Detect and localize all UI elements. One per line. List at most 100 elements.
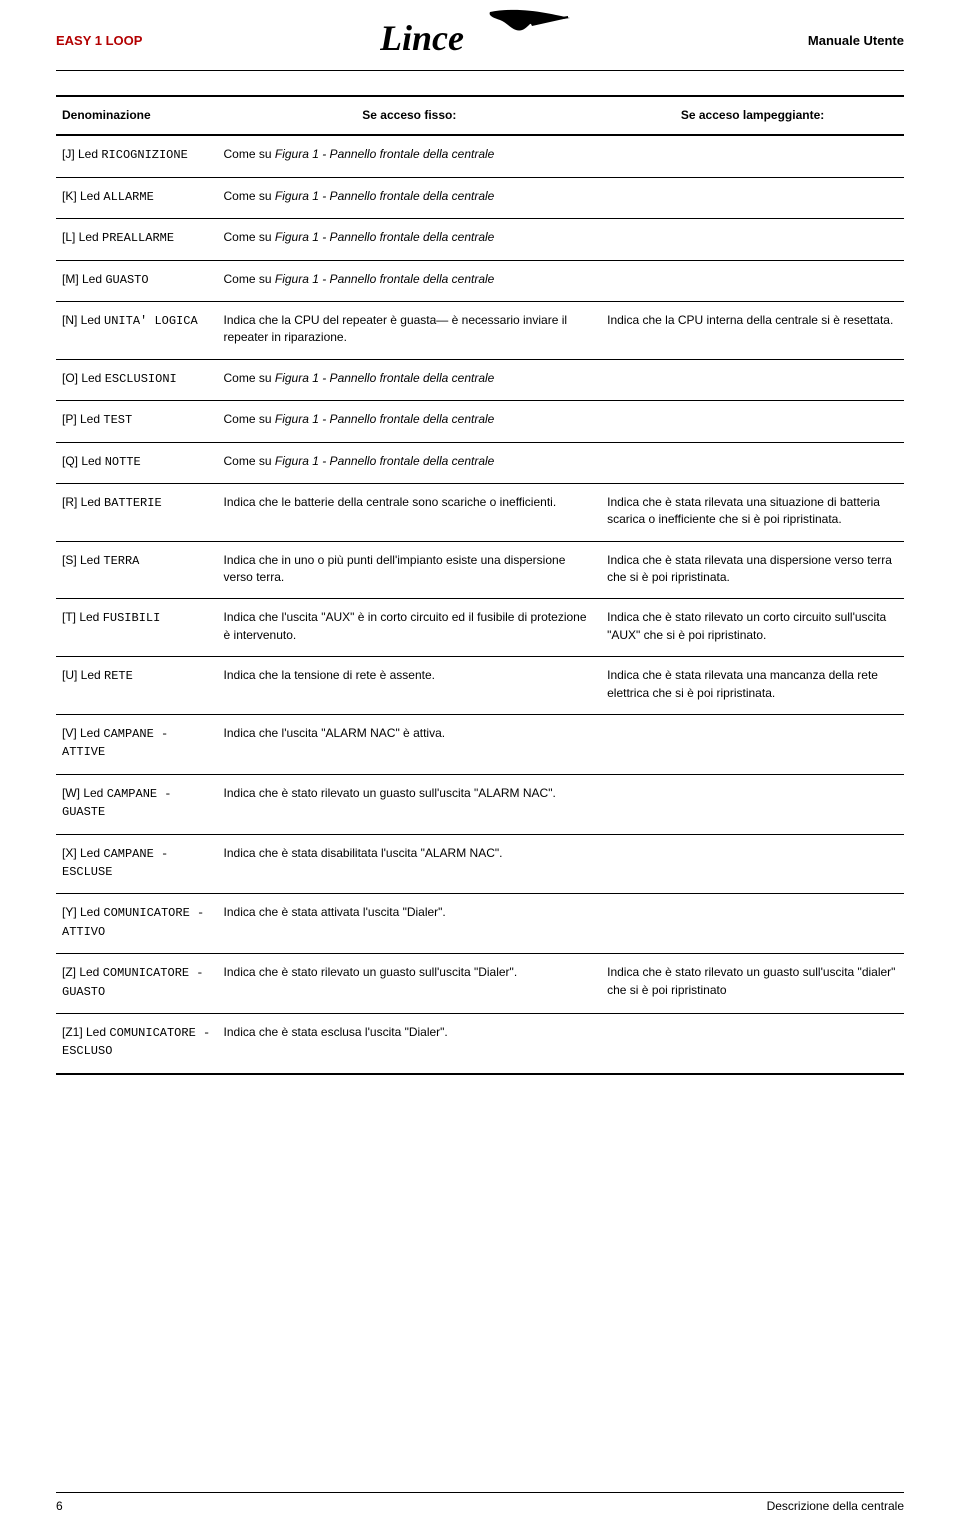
fixed-text-italic: Figura 1 - Pannello frontale della centr…	[275, 147, 494, 161]
cell-fixed: Indica che l'uscita "AUX" è in corto cir…	[218, 599, 602, 657]
fixed-text: Indica che è stata attivata l'uscita "Di…	[224, 905, 446, 919]
fixed-text-italic: Figura 1 - Pannello frontale della centr…	[275, 230, 494, 244]
cell-fixed: Come su Figura 1 - Pannello frontale del…	[218, 260, 602, 301]
cell-blink: Indica che è stato rilevato un guasto su…	[601, 954, 904, 1014]
col-header-denom: Denominazione	[56, 96, 218, 135]
denom-prefix: [U] Led	[62, 668, 104, 682]
col-header-fixed: Se acceso fisso:	[218, 96, 602, 135]
fixed-text: Indica che l'uscita "ALARM NAC" è attiva…	[224, 726, 446, 740]
cell-fixed: Come su Figura 1 - Pannello frontale del…	[218, 401, 602, 442]
denom-prefix: [T] Led	[62, 610, 103, 624]
cell-blink	[601, 219, 904, 260]
cell-fixed: Come su Figura 1 - Pannello frontale del…	[218, 442, 602, 483]
cell-fixed: Come su Figura 1 - Pannello frontale del…	[218, 135, 602, 177]
cell-blink: Indica che è stato rilevato un corto cir…	[601, 599, 904, 657]
denom-prefix: [Z] Led	[62, 965, 103, 979]
table-row: [Q] Led NOTTECome su Figura 1 - Pannello…	[56, 442, 904, 483]
fixed-text: Indica che le batterie della centrale so…	[224, 495, 557, 509]
table-row: [K] Led ALLARMECome su Figura 1 - Pannel…	[56, 177, 904, 218]
denom-prefix: [K] Led	[62, 189, 103, 203]
cell-fixed: Indica che è stata attivata l'uscita "Di…	[218, 894, 602, 954]
denom-prefix: [S] Led	[62, 553, 103, 567]
table-row: [Z] Led COMUNICATORE - GUASTO Indica che …	[56, 954, 904, 1014]
cell-fixed: Come su Figura 1 - Pannello frontale del…	[218, 359, 602, 400]
blink-text: Indica che la CPU interna della centrale…	[607, 313, 893, 327]
table-row: [N] Led UNITA' LOGICAIndica che la CPU d…	[56, 301, 904, 359]
header-divider	[56, 70, 904, 71]
denom-code: PREALLARME	[102, 231, 174, 245]
fixed-text: Indica che è stata esclusa l'uscita "Dia…	[224, 1025, 448, 1039]
fixed-text-italic: Figura 1 - Pannello frontale della centr…	[275, 454, 494, 468]
cell-fixed: Indica che è stato rilevato un guasto su…	[218, 954, 602, 1014]
table-header-row: Denominazione Se acceso fisso: Se acceso…	[56, 96, 904, 135]
denom-prefix: [V] Led	[62, 726, 103, 740]
denom-prefix: [J] Led	[62, 147, 101, 161]
header-title-right: Manuale Utente	[808, 33, 904, 48]
denom-code: TERRA	[103, 554, 139, 568]
cell-blink: Indica che è stata rilevata una mancanza…	[601, 657, 904, 715]
fixed-text: Indica che è stato rilevato un guasto su…	[224, 965, 518, 979]
fixed-text-italic: Figura 1 - Pannello frontale della centr…	[275, 412, 494, 426]
denom-code: FUSIBILI	[103, 611, 161, 625]
fixed-text: Indica che l'uscita "AUX" è in corto cir…	[224, 610, 587, 641]
footer-section: Descrizione della centrale	[767, 1499, 904, 1513]
table-row: [U] Led RETE Indica che la tensione di re…	[56, 657, 904, 715]
page-header: EASY 1 LOOP Lince Manuale Utente	[56, 16, 904, 64]
fixed-text: Indica che è stata disabilitata l'uscita…	[224, 846, 503, 860]
denom-code: TEST	[103, 413, 132, 427]
cell-blink	[601, 135, 904, 177]
denom-prefix: [O] Led	[62, 371, 105, 385]
table-row: [Z1] Led COMUNICATORE - ESCLUSO Indica ch…	[56, 1013, 904, 1073]
cell-fixed: Indica che è stata esclusa l'uscita "Dia…	[218, 1013, 602, 1073]
fixed-text: Indica che la tensione di rete è assente…	[224, 668, 435, 682]
cell-blink	[601, 359, 904, 400]
fixed-text-italic: Figura 1 - Pannello frontale della centr…	[275, 272, 494, 286]
table-row: [M] Led GUASTOCome su Figura 1 - Pannell…	[56, 260, 904, 301]
cell-fixed: Come su Figura 1 - Pannello frontale del…	[218, 177, 602, 218]
fixed-text-lead: Come su	[224, 189, 275, 203]
table-row: [L] Led PREALLARME Come su Figura 1 - Pan…	[56, 219, 904, 260]
blink-text: Indica che è stato rilevato un corto cir…	[607, 610, 886, 641]
cell-blink	[601, 715, 904, 775]
cell-denom: [U] Led RETE	[56, 657, 218, 715]
cell-fixed: Indica che è stato rilevato un guasto su…	[218, 774, 602, 834]
denom-prefix: [R] Led	[62, 495, 104, 509]
cell-blink	[601, 1013, 904, 1073]
table-row: [O] Led ESCLUSIONICome su Figura 1 - Pan…	[56, 359, 904, 400]
denom-prefix: [Z1] Led	[62, 1025, 109, 1039]
fixed-text-lead: Come su	[224, 147, 275, 161]
table-row: [R] Led BATTERIE Indica che le batterie d…	[56, 483, 904, 541]
cell-blink	[601, 177, 904, 218]
cell-denom: [J] Led RICOGNIZIONE	[56, 135, 218, 177]
footer-divider	[56, 1492, 904, 1493]
col-header-blink: Se acceso lampeggiante:	[601, 96, 904, 135]
table-row: [T] Led FUSIBILI Indica che l'uscita "AUX…	[56, 599, 904, 657]
fixed-text-italic: Figura 1 - Pannello frontale della centr…	[275, 371, 494, 385]
cell-denom: [S] Led TERRA	[56, 541, 218, 599]
cell-denom: [K] Led ALLARME	[56, 177, 218, 218]
denom-code: ALLARME	[103, 190, 153, 204]
blink-text: Indica che è stato rilevato un guasto su…	[607, 965, 895, 996]
cell-blink	[601, 774, 904, 834]
cell-blink	[601, 401, 904, 442]
denom-code: NOTTE	[105, 455, 141, 469]
fixed-text: Indica che in uno o più punti dell'impia…	[224, 553, 566, 584]
cell-denom: [O] Led ESCLUSIONI	[56, 359, 218, 400]
blink-text: Indica che è stata rilevata una dispersi…	[607, 553, 892, 584]
denom-prefix: [L] Led	[62, 230, 102, 244]
cell-denom: [Z] Led COMUNICATORE - GUASTO	[56, 954, 218, 1014]
fixed-text-lead: Come su	[224, 412, 275, 426]
cell-denom: [R] Led BATTERIE	[56, 483, 218, 541]
led-table: Denominazione Se acceso fisso: Se acceso…	[56, 95, 904, 1075]
cell-blink	[601, 442, 904, 483]
fixed-text: Indica che la CPU del repeater è guasta—…	[224, 313, 568, 344]
cell-denom: [Z1] Led COMUNICATORE - ESCLUSO	[56, 1013, 218, 1073]
fixed-text-lead: Come su	[224, 371, 275, 385]
denom-code: ESCLUSIONI	[105, 372, 177, 386]
cell-fixed: Indica che la CPU del repeater è guasta—…	[218, 301, 602, 359]
cell-blink	[601, 834, 904, 894]
header-title-left: EASY 1 LOOP	[56, 33, 142, 48]
cell-fixed: Come su Figura 1 - Pannello frontale del…	[218, 219, 602, 260]
table-row: [P] Led TESTCome su Figura 1 - Pannello …	[56, 401, 904, 442]
denom-code: UNITA' LOGICA	[104, 314, 198, 328]
